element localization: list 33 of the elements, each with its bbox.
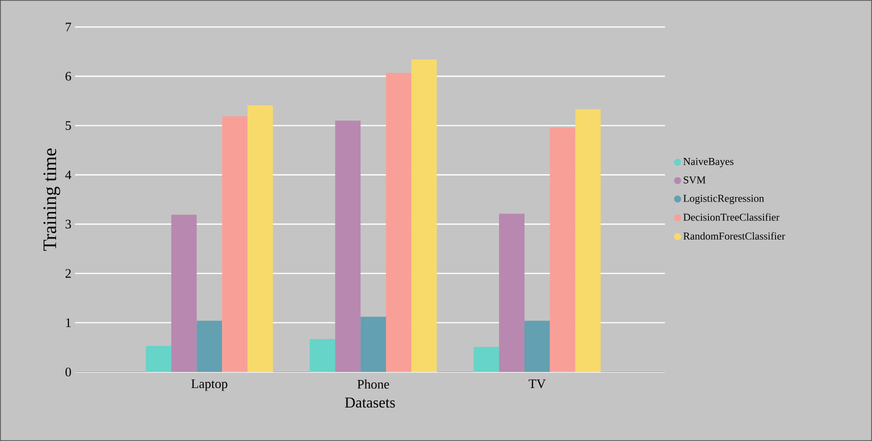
bar: [499, 214, 524, 372]
bar: [524, 320, 550, 372]
y-tick-label: 3: [66, 220, 71, 229]
legend-label: DecisionTreeClassifier: [683, 213, 780, 221]
legend-label: SVM: [684, 176, 706, 184]
bar: [386, 72, 412, 372]
bar: [146, 346, 172, 372]
y-tick-label: 0: [65, 368, 71, 376]
bar: [411, 60, 437, 372]
legend-label: LogisticRegression: [683, 194, 764, 204]
bar: [474, 346, 500, 372]
x-tick-label: TV: [528, 380, 546, 388]
y-tick-label: 7: [66, 22, 72, 32]
bar: [310, 338, 336, 372]
bar: [575, 109, 601, 372]
y-tick-label: 2: [66, 269, 71, 278]
bar: [222, 116, 248, 372]
legend-label: RandomForestClassifier: [683, 232, 786, 240]
x-axis-title: Datasets: [345, 398, 395, 408]
bar: [550, 128, 576, 372]
bar: [335, 120, 361, 372]
y-tick-label: 4: [65, 170, 72, 180]
x-tick-label: Laptop: [191, 380, 228, 391]
legend-label: NaiveBayes: [683, 158, 734, 168]
y-tick-label: 1: [66, 318, 71, 328]
y-axis-title: Training time: [43, 148, 60, 251]
bar: [360, 316, 386, 372]
x-tick-label: Phone: [357, 380, 390, 389]
bar: [247, 105, 273, 372]
y-tick-label: 5: [66, 121, 71, 130]
y-tick-label: 6: [66, 72, 72, 81]
bar: [171, 214, 197, 372]
bar: [196, 320, 222, 372]
